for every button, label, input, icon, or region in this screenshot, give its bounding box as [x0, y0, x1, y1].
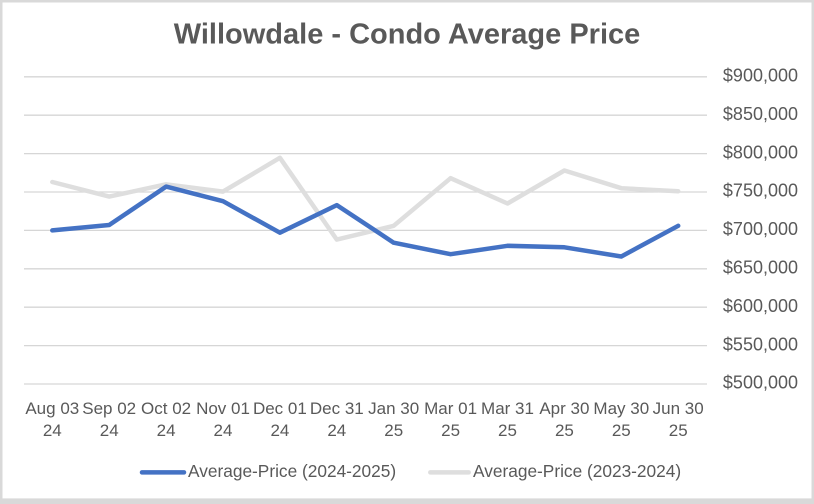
svg-text:24: 24 [327, 421, 346, 440]
svg-text:$600,000: $600,000 [723, 296, 798, 316]
svg-text:24: 24 [270, 421, 289, 440]
svg-text:25: 25 [612, 421, 631, 440]
svg-text:Oct 02: Oct 02 [141, 399, 191, 418]
svg-text:25: 25 [384, 421, 403, 440]
svg-text:Sep 02: Sep 02 [82, 399, 136, 418]
svg-text:Mar 01: Mar 01 [424, 399, 477, 418]
svg-text:$500,000: $500,000 [723, 373, 798, 393]
svg-text:Jun 30: Jun 30 [653, 399, 704, 418]
svg-text:25: 25 [498, 421, 517, 440]
svg-text:24: 24 [214, 421, 233, 440]
svg-text:Jan 30: Jan 30 [368, 399, 419, 418]
svg-text:Average-Price (2024-2025): Average-Price (2024-2025) [188, 461, 396, 481]
svg-text:May 30: May 30 [593, 399, 649, 418]
svg-text:24: 24 [157, 421, 176, 440]
svg-text:Average-Price (2023-2024): Average-Price (2023-2024) [473, 461, 681, 481]
svg-text:Apr 30: Apr 30 [539, 399, 589, 418]
svg-text:25: 25 [441, 421, 460, 440]
svg-text:24: 24 [43, 421, 62, 440]
svg-text:$900,000: $900,000 [723, 66, 798, 86]
svg-text:$850,000: $850,000 [723, 104, 798, 124]
svg-text:25: 25 [555, 421, 574, 440]
svg-text:Dec 01: Dec 01 [253, 399, 307, 418]
svg-text:Dec 31: Dec 31 [310, 399, 364, 418]
svg-text:24: 24 [100, 421, 119, 440]
svg-text:$750,000: $750,000 [723, 181, 798, 201]
svg-text:Mar 31: Mar 31 [481, 399, 534, 418]
svg-text:Nov 01: Nov 01 [196, 399, 250, 418]
svg-text:$700,000: $700,000 [723, 219, 798, 239]
svg-text:25: 25 [669, 421, 688, 440]
svg-text:Willowdale - Condo Average Pri: Willowdale - Condo Average Price [174, 19, 641, 51]
svg-text:Aug 03: Aug 03 [25, 399, 79, 418]
svg-text:$650,000: $650,000 [723, 258, 798, 278]
svg-text:$800,000: $800,000 [723, 142, 798, 162]
svg-text:$550,000: $550,000 [723, 334, 798, 354]
